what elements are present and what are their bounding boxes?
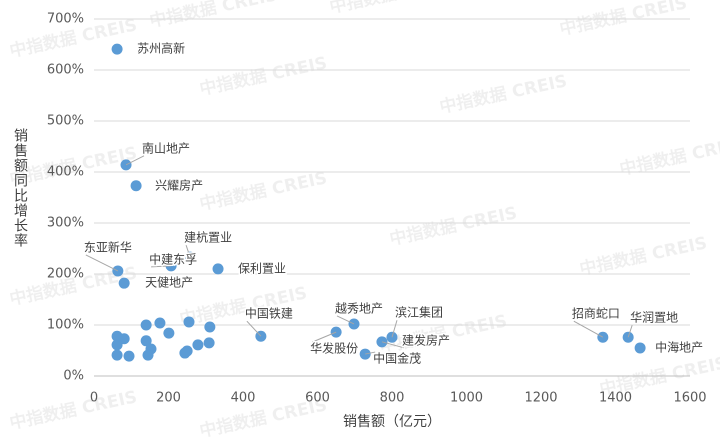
point <box>183 316 195 328</box>
y-tick-label: 600% <box>47 63 84 78</box>
point-label: 中国铁建 <box>245 306 293 321</box>
x-tick-label: 1200 <box>524 391 557 406</box>
point-label: 兴耀房产 <box>155 177 203 192</box>
point-label: 天健地产 <box>145 276 193 290</box>
leader-line <box>391 320 398 338</box>
leader-line <box>246 320 262 337</box>
y-tick-label: 100% <box>47 318 84 333</box>
leader-line <box>381 341 405 349</box>
point <box>140 335 152 347</box>
point-label: 苏州高新 <box>137 41 185 56</box>
leader-line <box>365 351 376 355</box>
watermark: 中指数据 CREIS <box>578 232 709 280</box>
point <box>130 180 142 192</box>
leader-line <box>336 315 355 325</box>
watermark: 中指数据 CREIS <box>8 386 139 434</box>
watermark: 中指数据 CREIS <box>148 0 279 32</box>
point <box>111 339 123 351</box>
point <box>212 263 224 275</box>
point-label: 滨江集团 <box>395 305 443 320</box>
point <box>123 350 135 362</box>
point <box>163 327 175 339</box>
point <box>634 342 646 354</box>
point <box>179 347 191 359</box>
y-tick-label: 200% <box>47 267 84 282</box>
y-tick-label: 0% <box>63 369 84 384</box>
y-axis-title: 销售额同比增长率 <box>12 128 28 248</box>
point <box>118 277 130 289</box>
leader-line <box>573 320 604 338</box>
x-axis-title: 销售额（亿元） <box>343 414 441 430</box>
point-label: 中建东孚 <box>149 251 197 266</box>
x-tick-label: 800 <box>380 391 405 406</box>
point <box>154 317 166 329</box>
y-tick-label: 500% <box>47 114 84 129</box>
watermark: 中指数据 CREIS <box>198 52 329 100</box>
point-label: 中国金茂 <box>373 351 421 366</box>
point-label: 建发房产 <box>402 332 450 347</box>
watermark: 中指数据 CREIS <box>558 0 689 40</box>
x-tick-label: 1400 <box>599 391 632 406</box>
y-tick-label: 300% <box>47 216 84 231</box>
x-tick-label: 0 <box>90 391 98 406</box>
point-label: 东亚新华 <box>84 239 132 254</box>
y-tick-label: 700% <box>47 12 84 27</box>
watermark: 中指数据 CREIS <box>438 70 569 118</box>
leader-line <box>311 331 337 343</box>
point-label: 中海地产 <box>655 339 703 354</box>
x-tick-label: 1600 <box>673 391 706 406</box>
point-label: 保利置业 <box>238 261 286 275</box>
leader-line <box>125 155 145 166</box>
point <box>140 319 152 331</box>
leader-line <box>85 254 119 272</box>
watermark: 中指数据 CREIS <box>198 167 329 215</box>
x-tick-label: 1000 <box>450 391 483 406</box>
point-label: 招商蛇口 <box>572 306 620 321</box>
y-tick-label: 400% <box>47 165 84 180</box>
point <box>111 349 123 361</box>
leader-line <box>151 265 172 268</box>
point <box>192 339 204 351</box>
point-label: 华润置地 <box>630 311 678 325</box>
watermark: 中指数据 CREIS <box>388 202 519 250</box>
watermark: 中指数据 CREIS <box>618 132 720 180</box>
point-label: 华发股份 <box>310 341 358 356</box>
x-tick-label: 200 <box>156 391 181 406</box>
point <box>203 337 215 349</box>
point-label: 南山地产 <box>142 140 190 155</box>
watermark: 中指数据 CREIS <box>328 0 459 18</box>
point <box>142 349 154 361</box>
point <box>111 43 123 55</box>
x-tick-label: 600 <box>305 391 330 406</box>
point <box>204 321 216 333</box>
point-label: 越秀地产 <box>335 301 383 315</box>
point-label: 建杭置业 <box>184 230 232 245</box>
leader-line <box>185 245 191 258</box>
x-tick-label: 400 <box>231 391 256 406</box>
leader-line <box>627 325 633 338</box>
